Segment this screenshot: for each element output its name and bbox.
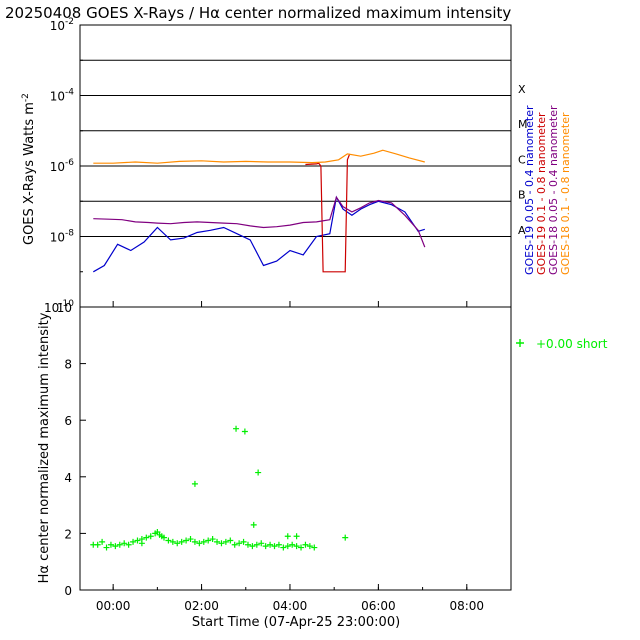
scatter-point	[200, 538, 207, 545]
scatter-point	[103, 544, 110, 551]
legend-entry: GOES-18 0.1 - 0.8 nanometer	[559, 112, 572, 275]
scatter-point	[293, 533, 300, 540]
scatter-point	[262, 543, 269, 550]
scatter-point	[289, 541, 296, 548]
scatter-point	[258, 540, 265, 547]
y-tick-label: 10-4	[50, 88, 75, 104]
scatter-point	[227, 537, 234, 544]
scatter-point	[191, 480, 198, 487]
x-tick-label: 00:00	[96, 599, 131, 613]
series-line	[305, 153, 351, 273]
scatter-point	[231, 541, 238, 548]
scatter-point	[306, 543, 313, 550]
series-line	[93, 195, 426, 248]
xray-panel: 10-10 10-8 10-6 10-4 10-2 A B C M X GOES-19 0.05…	[21, 17, 572, 315]
scatter-point	[218, 540, 225, 547]
scatter-point	[130, 538, 137, 545]
scatter-point	[222, 538, 229, 545]
xray-y-axis-label: GOES X-Rays Watts m-2	[21, 93, 37, 245]
scatter-point	[255, 469, 262, 476]
scatter-point	[174, 540, 181, 547]
y-tick-label: 10-8	[50, 229, 75, 245]
scatter-point	[99, 538, 106, 545]
scatter-point	[302, 541, 309, 548]
legend-entry: GOES-19 0.1 - 0.8 nanometer	[535, 112, 548, 275]
scatter-point	[293, 543, 300, 550]
scatter-point	[236, 540, 243, 547]
scatter-point	[298, 544, 305, 551]
scatter-point	[240, 538, 247, 545]
scatter-point	[244, 541, 251, 548]
x-tick-label: 02:00	[184, 599, 219, 613]
scatter-point	[154, 528, 161, 535]
flare-class-label: M	[518, 118, 528, 131]
scatter-point	[138, 540, 145, 547]
legend-label: +0.00 short	[536, 337, 608, 351]
scatter-point	[187, 536, 194, 543]
scatter-point	[165, 537, 172, 544]
y-tick-label: 6	[64, 414, 72, 428]
halpha-y-axis-label: Hα center normalized maximum intensity	[37, 312, 52, 583]
scatter-point	[249, 543, 256, 550]
scatter-point	[311, 544, 318, 551]
scatter-point	[205, 537, 212, 544]
scatter-point	[158, 533, 165, 540]
chart-title: 20250408 GOES X-Rays / Hα center normali…	[5, 4, 511, 22]
scatter-point	[196, 540, 203, 547]
y-tick-label: 8	[64, 358, 72, 372]
scatter-point	[250, 521, 257, 528]
y-tick-label: 10-2	[50, 17, 74, 33]
flare-class-label: C	[518, 153, 526, 166]
scatter-point	[183, 537, 190, 544]
scatter-point	[233, 425, 240, 432]
scatter-point	[284, 543, 291, 550]
scatter-point	[107, 541, 114, 548]
halpha-panel-frame	[79, 306, 512, 591]
legend-marker	[516, 339, 524, 347]
flare-class-label: A	[518, 224, 526, 237]
x-tick-label: 04:00	[273, 599, 308, 613]
scatter-point	[169, 538, 176, 545]
scatter-point	[121, 540, 128, 547]
y-tick-label: 10	[57, 301, 72, 315]
flare-class-label: B	[518, 189, 526, 202]
scatter-point	[275, 541, 282, 548]
series-line	[93, 195, 425, 273]
scatter-point	[267, 541, 274, 548]
scatter-point	[253, 541, 260, 548]
scatter-point	[134, 537, 141, 544]
scatter-point	[191, 538, 198, 545]
scatter-point	[147, 533, 154, 540]
series-line	[93, 149, 425, 164]
scatter-point	[125, 541, 132, 548]
scatter-point	[112, 543, 119, 550]
x-tick-label: 06:00	[361, 599, 396, 613]
scatter-point	[94, 541, 101, 548]
scatter-point	[178, 538, 185, 545]
scatter-point	[209, 536, 216, 543]
y-tick-label: 2	[64, 527, 72, 541]
x-axis-label: Start Time (07-Apr-25 23:00:00)	[192, 615, 400, 630]
scatter-point	[280, 544, 287, 551]
scatter-point	[342, 534, 349, 541]
flare-class-label: X	[518, 83, 526, 96]
scatter-point	[284, 533, 291, 540]
y-tick-label: 10-6	[50, 158, 75, 174]
scatter-point	[214, 538, 221, 545]
legend-entry: GOES-18 0.05 - 0.4 nanometer	[547, 105, 560, 275]
scatter-point	[143, 534, 150, 541]
halpha-panel: 0 2 4 6 8 10 00:00 02:00 04:00 06:00 08:00 +0.00 …	[37, 301, 608, 630]
x-tick-label: 08:00	[449, 599, 484, 613]
scatter-point	[271, 543, 278, 550]
y-tick-label: 10-10	[44, 299, 74, 315]
y-tick-label: 4	[64, 471, 72, 485]
y-tick-label: 0	[64, 584, 72, 598]
scatter-point	[241, 428, 248, 435]
legend-entry: GOES-19 0.05 - 0.4 nanometer	[523, 105, 536, 275]
scatter-point	[116, 541, 123, 548]
